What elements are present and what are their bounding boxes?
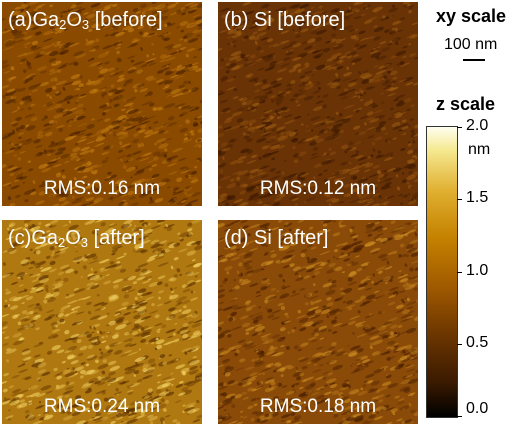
xy-scale-bar xyxy=(463,59,485,61)
panel-label-b: (b) Si [before] xyxy=(224,9,346,31)
z-tick-label-2-0: 2.0 xyxy=(466,117,489,134)
z-tick-mark xyxy=(457,272,462,273)
xy-scale-bar-label: 100 nm xyxy=(444,36,498,53)
rms-label-c: RMS:0.24 nm xyxy=(43,396,161,417)
xy-scale-title: xy scale xyxy=(436,6,507,26)
rms-label-d: RMS:0.18 nm xyxy=(259,396,377,417)
z-tick-label-1-0: 1.0 xyxy=(466,262,489,279)
afm-panel-b: (b) Si [before] RMS:0.12 nm xyxy=(218,2,418,206)
panel-label-a: (a)Ga2O3 [before] xyxy=(8,9,163,32)
rms-label-b: RMS:0.12 nm xyxy=(259,178,377,199)
z-unit-label: nm xyxy=(468,141,491,158)
afm-texture-d xyxy=(218,220,418,424)
z-tick-mark xyxy=(457,416,462,417)
z-tick-mark xyxy=(457,127,462,128)
panel-label-c: (c)Ga2O3 [after] xyxy=(8,227,145,250)
afm-texture-c xyxy=(2,220,202,424)
rms-label-a: RMS:0.16 nm xyxy=(43,178,161,199)
z-tick-label-0-5: 0.5 xyxy=(466,334,489,351)
afm-panel-a: (a)Ga2O3 [before] RMS:0.16 nm xyxy=(2,2,202,206)
afm-panel-c: (c)Ga2O3 [after] RMS:0.24 nm xyxy=(2,220,202,424)
z-tick-mark xyxy=(457,199,462,200)
z-colorbar xyxy=(426,126,458,418)
afm-texture-b xyxy=(218,2,418,206)
z-scale-title: z scale xyxy=(436,94,496,114)
z-tick-label-0-0: 0.0 xyxy=(466,400,489,417)
z-tick-mark xyxy=(457,344,462,345)
z-tick-label-1-5: 1.5 xyxy=(466,189,489,206)
afm-texture-a xyxy=(2,2,202,206)
panel-label-d: (d) Si [after] xyxy=(224,227,329,249)
afm-panel-d: (d) Si [after] RMS:0.18 nm xyxy=(218,220,418,424)
